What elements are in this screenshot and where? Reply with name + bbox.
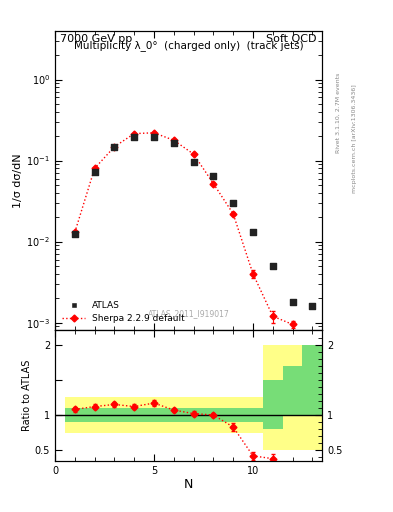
Legend: ATLAS, Sherpa 2.2.9 default: ATLAS, Sherpa 2.2.9 default: [59, 298, 187, 326]
Point: [151, 133, 157, 141]
Point: [309, 302, 316, 310]
Point: [210, 172, 217, 180]
Point: [289, 298, 296, 306]
Point: [72, 230, 78, 238]
Text: Soft QCD: Soft QCD: [266, 34, 317, 44]
Y-axis label: Ratio to ATLAS: Ratio to ATLAS: [22, 360, 32, 431]
Point: [230, 199, 236, 207]
Text: mcplots.cern.ch [arXiv:1306.3436]: mcplots.cern.ch [arXiv:1306.3436]: [352, 84, 357, 193]
Text: Multiplicity λ_0°  (charged only)  (track jets): Multiplicity λ_0° (charged only) (track …: [74, 40, 303, 51]
Y-axis label: 1/σ dσ/dN: 1/σ dσ/dN: [13, 153, 24, 208]
X-axis label: N: N: [184, 478, 193, 492]
Point: [270, 262, 276, 270]
Point: [171, 139, 177, 147]
Point: [250, 228, 256, 237]
Point: [191, 158, 197, 166]
Point: [92, 167, 98, 176]
Text: Rivet 3.1.10, 2.7M events: Rivet 3.1.10, 2.7M events: [336, 73, 341, 153]
Point: [131, 133, 137, 141]
Text: ATLAS_2011_I919017: ATLAS_2011_I919017: [148, 309, 230, 318]
Text: 7000 GeV pp: 7000 GeV pp: [61, 34, 132, 44]
Point: [111, 143, 118, 152]
